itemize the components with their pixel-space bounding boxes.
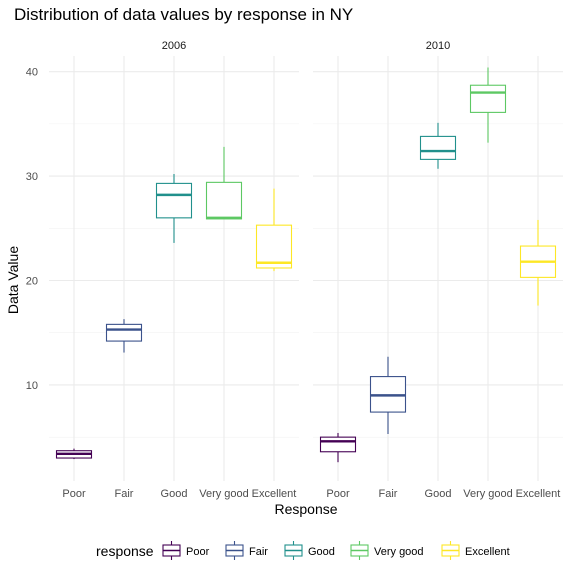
box-poor [55, 448, 93, 460]
box-body [155, 182, 193, 219]
box-good [155, 173, 193, 243]
legend-label: Good [308, 546, 335, 558]
y-axis: 10 20 30 40 [26, 67, 38, 392]
panel-2010: 2010 Poor Fair Good Very good Excellent [313, 40, 563, 500]
legend-item-very-good: Very good [350, 541, 424, 560]
y-tick-label: 40 [26, 67, 38, 79]
x-tick-label: Fair [379, 488, 398, 500]
box-body [419, 135, 457, 160]
box-excellent [255, 188, 293, 272]
x-tick-label: Fair [115, 488, 134, 500]
x-tick-label: Excellent [252, 488, 297, 500]
y-axis-title: Data Value [5, 246, 21, 314]
legend-label: Fair [249, 546, 268, 558]
legend-label: Excellent [465, 546, 510, 558]
y-tick-label: 10 [26, 380, 38, 392]
panel-2006: 2006 Poor Fair Good Very good Excellent [49, 40, 299, 500]
legend-item-good: Good [284, 541, 335, 560]
box-body [319, 436, 357, 453]
legend-item-excellent: Excellent [441, 541, 510, 560]
legend-label: Very good [374, 546, 424, 558]
legend-item-fair: Fair [225, 541, 268, 560]
legend-title: response [96, 543, 154, 559]
box-body [255, 224, 293, 269]
x-tick-label: Poor [326, 488, 350, 500]
x-tick-label: Good [161, 488, 188, 500]
box-very-good [469, 67, 507, 143]
box-body [469, 84, 507, 113]
chart-title: Distribution of data values by response … [14, 5, 353, 24]
box-good [419, 122, 457, 169]
x-tick-label: Excellent [516, 488, 561, 500]
box-fair [105, 319, 143, 353]
x-tick-label: Very good [463, 488, 513, 500]
x-tick-label: Very good [199, 488, 249, 500]
legend: response Poor Fair Good Very good Excellent [96, 541, 510, 560]
panel-strip-label: 2010 [426, 40, 450, 52]
box-excellent [519, 219, 557, 306]
box-body [205, 181, 243, 220]
box-poor [319, 432, 357, 463]
box-fair [369, 356, 407, 435]
legend-item-poor: Poor [162, 541, 210, 560]
x-tick-label: Good [425, 488, 452, 500]
x-axis-title: Response [274, 501, 337, 517]
x-tick-label: Poor [62, 488, 86, 500]
legend-label: Poor [186, 546, 210, 558]
panel-strip-label: 2006 [162, 40, 186, 52]
box-very-good [205, 146, 243, 220]
y-tick-label: 20 [26, 276, 38, 288]
box-body [105, 323, 143, 342]
y-tick-label: 30 [26, 171, 38, 183]
